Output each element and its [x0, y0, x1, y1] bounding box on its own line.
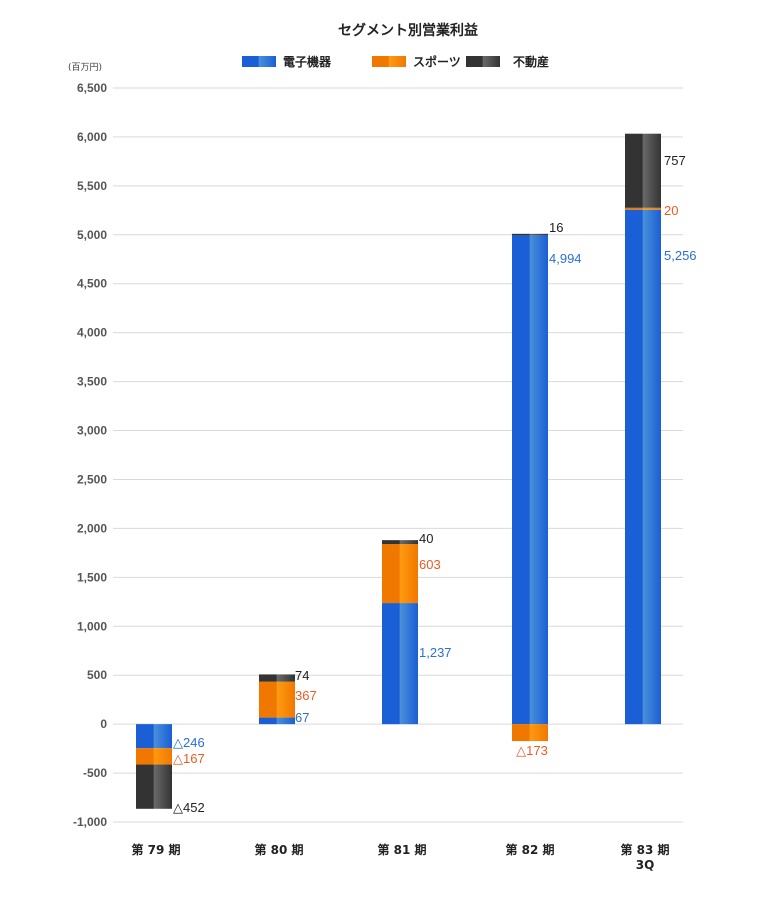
legend-swatch	[466, 56, 500, 67]
legend-label: スポーツ	[413, 54, 461, 69]
y-tick-label: 3,000	[77, 424, 107, 438]
bar-segment	[259, 681, 295, 718]
x-axis: 第 79 期 第 80 期 第 81 期 第 82 期 第 83 期3Q	[131, 842, 669, 872]
y-tick-label: 3,500	[77, 375, 107, 389]
legend-item: 不動産	[466, 54, 549, 69]
bar-segment	[136, 748, 172, 765]
bar-segment	[259, 717, 295, 725]
x-tick-label: 第 80 期	[254, 842, 303, 857]
data-label: 367	[295, 688, 317, 703]
legend-label: 電子機器	[283, 54, 332, 69]
legend-swatch	[372, 56, 406, 67]
data-label: 16	[549, 220, 563, 235]
x-tick-label: 第 79 期	[131, 842, 180, 857]
y-tick-label: 2,000	[77, 521, 107, 535]
x-tick-label: 第 83 期	[620, 842, 669, 857]
data-label: 74	[295, 668, 309, 683]
bar-segment	[512, 233, 548, 236]
bar-segment	[136, 724, 172, 749]
legend-swatch	[242, 56, 276, 67]
bar-segment	[382, 544, 418, 604]
data-label: 4,994	[549, 251, 582, 266]
bar-segment	[625, 209, 661, 725]
x-tick-label: 第 82 期	[505, 842, 554, 857]
bar-segment	[512, 235, 548, 725]
bar-segment	[512, 724, 548, 742]
y-tick-label: 1,500	[77, 570, 107, 584]
bar-segment	[382, 540, 418, 545]
bar-segment	[136, 764, 172, 809]
y-tick-label: 0	[100, 717, 107, 731]
data-label: △246	[173, 735, 205, 750]
x-tick-label: 3Q	[636, 858, 655, 872]
data-label: 20	[664, 203, 678, 218]
y-tick-label: 5,500	[77, 179, 107, 193]
y-tick-label: 4,000	[77, 326, 107, 340]
legend-item: スポーツ	[372, 54, 461, 69]
y-tick-label: 1,000	[77, 619, 107, 633]
bar-segment	[625, 207, 661, 210]
data-label: 1,237	[419, 645, 452, 660]
data-label: △173	[516, 743, 548, 758]
bar-segment	[259, 674, 295, 682]
data-label: 67	[295, 710, 309, 725]
data-label: 757	[664, 153, 686, 168]
bar-segment	[382, 603, 418, 725]
bar-segment	[625, 133, 661, 208]
data-label: △452	[173, 800, 205, 815]
data-label: 5,256	[664, 248, 697, 263]
bars	[136, 133, 661, 809]
data-label: △167	[173, 751, 205, 766]
y-tick-label: 6,000	[77, 130, 107, 144]
y-tick-label: 500	[87, 668, 107, 682]
data-label: 40	[419, 531, 433, 546]
legend: 電子機器 スポーツ 不動産	[242, 54, 549, 69]
chart-title: セグメント別営業利益	[338, 22, 478, 39]
y-axis: -1,000 -500 0 500 1,000 1,500 2,000 2,500 3,000 3…	[73, 81, 107, 829]
y-tick-label: 5,000	[77, 228, 107, 242]
x-tick-label: 第 81 期	[377, 842, 426, 857]
legend-item: 電子機器	[242, 54, 332, 69]
y-tick-label: 4,500	[77, 277, 107, 291]
data-label: 603	[419, 557, 441, 572]
y-tick-label: 6,500	[77, 81, 107, 95]
data-labels: △246△167 △452 67 367 74 1,237 603 40 4,994 △173 16…	[173, 153, 697, 815]
y-tick-label: -1,000	[73, 815, 107, 829]
y-tick-label: -500	[83, 766, 107, 780]
legend-label: 不動産	[513, 54, 549, 69]
y-axis-unit-label: (百万円)	[68, 62, 102, 73]
y-tick-label: 2,500	[77, 472, 107, 486]
